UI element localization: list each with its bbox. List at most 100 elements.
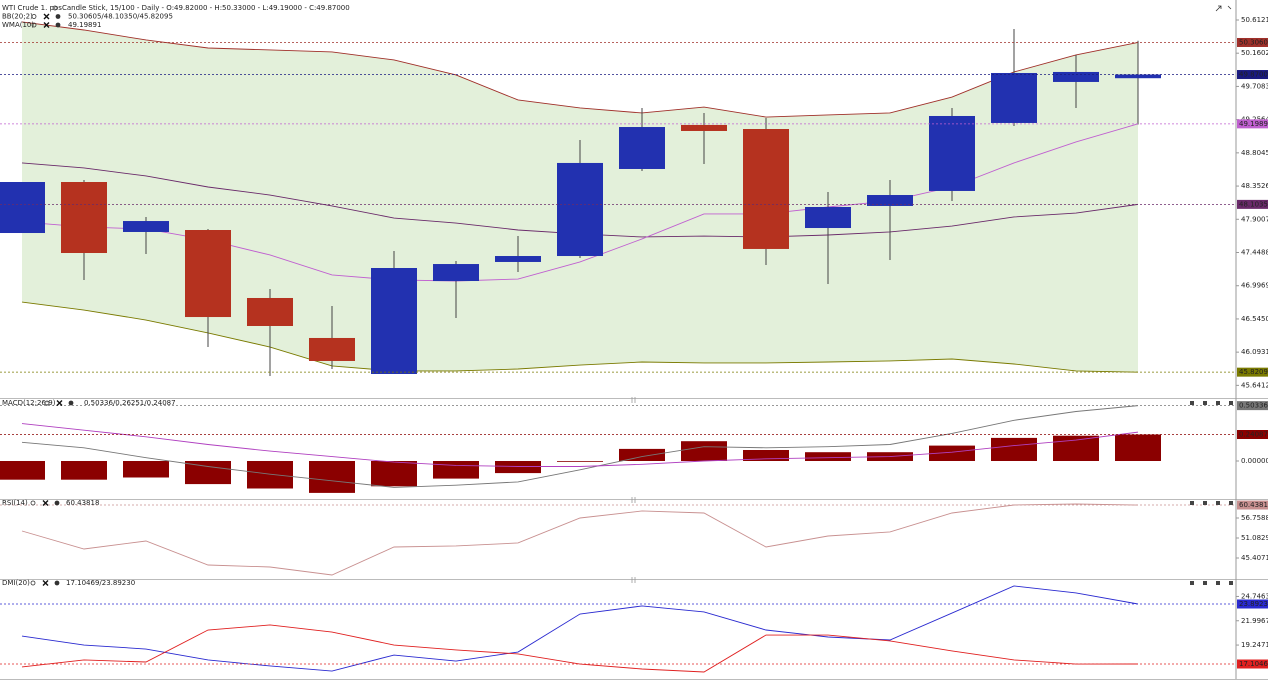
- y-tick-label: 49.70832: [1241, 82, 1268, 90]
- histogram-bar: [1053, 435, 1099, 461]
- candle-body: [123, 221, 169, 232]
- last-value-label: 17.10469: [1239, 660, 1268, 668]
- candle-body: [433, 264, 479, 282]
- settings-icon[interactable]: [54, 500, 60, 506]
- eye-icon[interactable]: [52, 5, 58, 11]
- panel-control[interactable]: [1203, 501, 1207, 505]
- candle-body: [929, 115, 975, 191]
- close-icon[interactable]: [56, 400, 63, 406]
- indicator-values: 60.43818: [66, 499, 99, 507]
- candle-body: [619, 127, 665, 169]
- indicator-values: 50.30605/48.10350/45.82095: [68, 13, 173, 21]
- panel-control[interactable]: [1190, 581, 1194, 585]
- y-tick-label: 47.44885: [1241, 249, 1268, 257]
- last-value-box: [1237, 500, 1268, 510]
- histogram-bar: [61, 460, 107, 480]
- close-icon[interactable]: [43, 13, 50, 20]
- last-value-box: [1237, 599, 1268, 609]
- last-value-box: [1237, 367, 1268, 377]
- last-value-label: 49.87000: [1239, 71, 1268, 79]
- histogram-bar: [309, 460, 355, 493]
- histogram-bar: [557, 460, 603, 462]
- y-tick-label: 48.80453: [1241, 149, 1268, 157]
- histogram-bar: [929, 445, 975, 461]
- y-tick-label: 51.08299: [1241, 534, 1268, 542]
- candle-body: [495, 256, 541, 262]
- indicator-line: [21, 405, 1139, 488]
- expand-icon[interactable]: [1215, 5, 1232, 12]
- indicator-name: BB(20;2): [2, 13, 33, 21]
- last-value-box: [1237, 37, 1268, 47]
- settings-icon[interactable]: [54, 580, 60, 586]
- candle-body: [247, 297, 293, 326]
- resize-handle[interactable]: [631, 577, 636, 583]
- candle-body: [867, 195, 913, 206]
- close-icon[interactable]: [42, 580, 49, 586]
- last-value-label: 50.30605: [1239, 38, 1268, 46]
- indicator-name: WMA(10): [2, 21, 34, 29]
- indicator-values: 17.10469/23.89230: [66, 579, 135, 587]
- y-tick-label: 46.99695: [1241, 282, 1268, 290]
- candle-body: [1053, 71, 1099, 82]
- resize-handle[interactable]: [631, 497, 636, 503]
- eye-icon[interactable]: [31, 14, 37, 19]
- candle-body: [309, 337, 355, 361]
- panel-control[interactable]: [1229, 401, 1233, 405]
- candle-body: [681, 124, 727, 131]
- candle-body: [805, 206, 851, 229]
- eye-icon[interactable]: [44, 400, 50, 406]
- y-tick-label: 19.24718: [1241, 641, 1268, 649]
- indicator-values: 0.50336/0.26251/0.24087: [84, 399, 176, 407]
- last-value-label: 49.19891: [1239, 120, 1268, 128]
- candle-body: [1115, 74, 1161, 79]
- last-value-box: [1237, 199, 1268, 209]
- indicator-name: DMI(20): [2, 579, 30, 587]
- eye-icon[interactable]: [31, 22, 37, 28]
- histogram-bar: [743, 449, 789, 461]
- last-value-box: [1237, 70, 1268, 80]
- close-icon[interactable]: [43, 22, 50, 28]
- histogram-bar: [185, 460, 231, 485]
- y-tick-label: 56.75888: [1241, 514, 1268, 522]
- eye-icon[interactable]: [30, 500, 36, 506]
- settings-icon[interactable]: [55, 14, 61, 19]
- panel-control[interactable]: [1216, 581, 1220, 585]
- last-value-label: 48.10350: [1239, 200, 1268, 208]
- settings-icon[interactable]: [68, 400, 74, 406]
- panel-control[interactable]: [1229, 501, 1233, 505]
- panel-control[interactable]: [1216, 401, 1220, 405]
- settings-icon[interactable]: [55, 22, 61, 28]
- histogram-bar: [991, 437, 1037, 461]
- resize-handle[interactable]: [631, 397, 636, 403]
- panel-control[interactable]: [1229, 581, 1233, 585]
- candle-body: [991, 72, 1037, 123]
- candle-body: [185, 229, 231, 318]
- panel-control[interactable]: [1190, 501, 1194, 505]
- histogram-bar: [433, 460, 479, 479]
- y-tick-label: 50.61210: [1241, 16, 1268, 24]
- y-tick-label: 0.00000: [1241, 457, 1268, 465]
- panel-control[interactable]: [1203, 401, 1207, 405]
- last-value-box: [1237, 659, 1268, 669]
- histogram-bar: [619, 448, 665, 461]
- candle-body: [371, 267, 417, 374]
- panel-control[interactable]: [1203, 581, 1207, 585]
- histogram-bar: [0, 460, 45, 480]
- histogram-bar: [681, 441, 727, 461]
- indicator-line: [21, 21, 1139, 118]
- y-tick-label: 50.16021: [1241, 49, 1268, 57]
- indicator-line: [21, 503, 1139, 576]
- eye-icon[interactable]: [30, 580, 36, 586]
- y-tick-label: 46.54506: [1241, 315, 1268, 323]
- histogram-bar: [495, 460, 541, 474]
- panel-control[interactable]: [1190, 401, 1194, 405]
- chart-title: WTI Crude 1. pos: [2, 4, 62, 12]
- panel-control[interactable]: [1216, 501, 1220, 505]
- last-value-label: 23.89230: [1239, 600, 1268, 608]
- indicator-line: [21, 423, 1139, 467]
- histogram-bar: [805, 452, 851, 461]
- y-tick-label: 45.40711: [1241, 554, 1268, 562]
- close-icon[interactable]: [42, 500, 49, 506]
